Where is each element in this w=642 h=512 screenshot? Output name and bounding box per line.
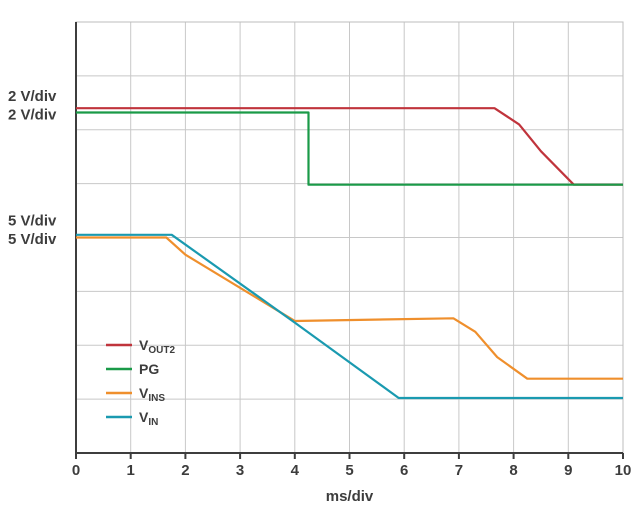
x-tick-label: 5 (345, 462, 353, 479)
legend: VOUT2 PG VINS VIN (106, 337, 175, 428)
x-tick-label: 9 (564, 462, 572, 479)
scale-label: 2 V/div (8, 88, 57, 105)
legend-label: VINS (139, 385, 165, 404)
scale-label: 2 V/div (8, 107, 57, 124)
x-axis-title: ms/div (326, 488, 374, 505)
scale-label: 5 V/div (8, 212, 57, 229)
x-tick-labels: 0 1 2 3 4 5 6 7 8 9 10 (72, 462, 632, 479)
x-tick-label: 2 (181, 462, 189, 479)
legend-label: VIN (139, 409, 158, 428)
x-tick-label: 0 (72, 462, 80, 479)
series-vin-line (76, 233, 623, 400)
legend-label: VOUT2 (139, 337, 175, 356)
x-tick-label: 7 (455, 462, 463, 479)
series-vins-line (76, 236, 623, 380)
x-tick-label: 4 (291, 462, 300, 479)
x-tick-label: 10 (615, 462, 632, 479)
series-layer (76, 107, 623, 400)
x-tick-label: 1 (127, 462, 135, 479)
x-tick-label: 8 (509, 462, 517, 479)
x-tick-label: 3 (236, 462, 244, 479)
x-tick-label: 6 (400, 462, 408, 479)
series-pg-line (76, 111, 623, 186)
scale-label: 5 V/div (8, 231, 57, 248)
legend-label: PG (139, 361, 159, 377)
scale-labels: 2 V/div 2 V/div 5 V/div 5 V/div (8, 88, 57, 248)
